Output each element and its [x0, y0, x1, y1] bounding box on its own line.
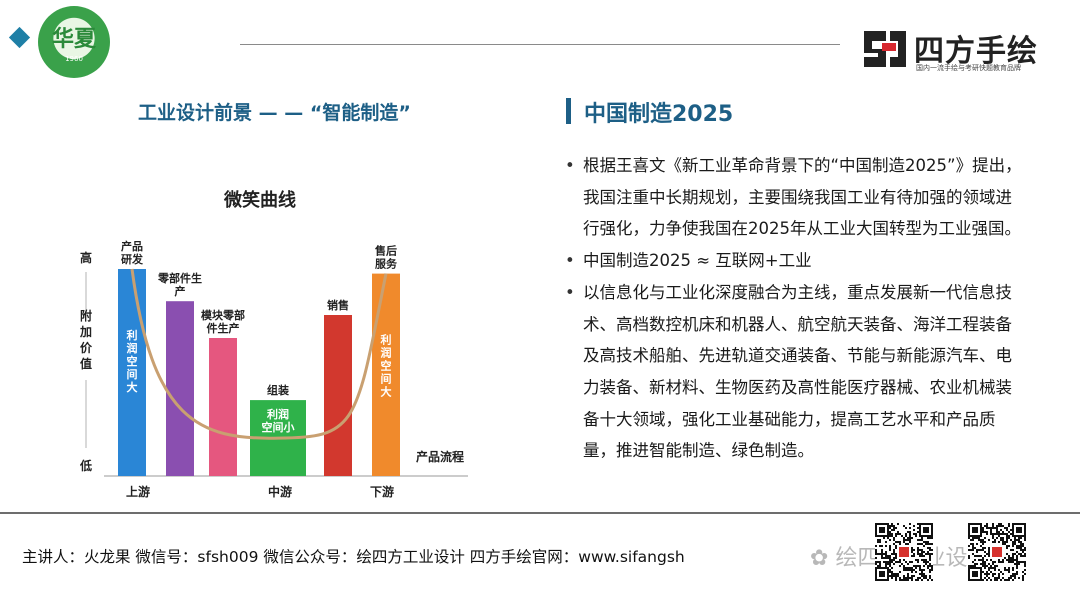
qr-code-icon[interactable]: [875, 523, 933, 589]
y-axis-mid-label: 附加价值: [79, 308, 93, 371]
logo-year: 1960: [65, 55, 83, 63]
bar: [118, 269, 146, 476]
bar-category-label: 模块零部件生产: [201, 308, 245, 335]
logo-glyph: 华夏: [51, 27, 96, 52]
y-axis-bottom-label: 低: [79, 458, 92, 473]
brand-mark-icon: [864, 31, 906, 67]
bullet-item: 根据王喜文《新工业革命背景下的“中国制造2025”》提出，我国注重中长期规划，主…: [563, 150, 1028, 245]
qr-code-icon[interactable]: [968, 523, 1026, 589]
y-axis-top-label: 高: [80, 250, 92, 265]
bars-group: [118, 269, 400, 476]
stage-labels-group: 上游 中游 下游: [126, 484, 394, 499]
bullet-item: 中国制造2025 ≈ 互联网+工业: [563, 245, 1028, 277]
bar-inner-label: 利润空间小: [262, 407, 295, 434]
footer-info: 主讲人：火龙果 微信号：sfsh009 微信公众号：绘四方工业设计 四方手绘官网…: [22, 548, 685, 566]
bar-category-label: 售后服务: [374, 244, 398, 271]
bar: [166, 301, 194, 476]
bullet-list: 根据王喜文《新工业革命背景下的“中国制造2025”》提出，我国注重中长期规划，主…: [563, 150, 1028, 467]
bar: [372, 273, 400, 476]
bar-inner-label: 利润空间大: [127, 328, 138, 394]
title-accent-bar: [566, 98, 571, 124]
bullet-diamond-icon: [8, 26, 31, 49]
brand-tagline: 国内一流手绘与考研快题教育品牌: [916, 64, 1021, 72]
x-axis-label: 产品流程: [416, 449, 464, 464]
y-axis: 高 附加价值 低: [79, 250, 93, 473]
stage-label: 下游: [370, 484, 394, 499]
header-divider: [240, 44, 840, 45]
brand-name: 四方手绘: [914, 34, 1038, 69]
bar: [324, 315, 352, 476]
bar-category-label: 零部件生产: [157, 271, 202, 298]
smile-curve-line: [130, 268, 388, 440]
bar-category-label: 销售: [327, 298, 349, 312]
university-logo: 华夏 1960: [38, 6, 110, 78]
stage-label: 中游: [268, 484, 292, 499]
bar-inner-label: 利润空间大: [381, 333, 392, 399]
bar-category-label: 组装: [267, 383, 289, 397]
bullet-item: 以信息化与工业化深度融合为主线，重点发展新一代信息技术、高档数控机床和机器人、航…: [563, 277, 1028, 467]
bar-category-label: 产品研发: [121, 239, 144, 266]
stage-label: 上游: [126, 484, 150, 499]
chart-title: 微笑曲线: [223, 189, 296, 211]
left-section-title: 工业设计前景 — — “智能制造”: [138, 102, 411, 124]
right-section-title: 中国制造2025: [584, 102, 734, 127]
footer-divider: [0, 512, 1080, 514]
bar: [209, 338, 237, 476]
wechat-icon: ✿: [810, 546, 836, 571]
